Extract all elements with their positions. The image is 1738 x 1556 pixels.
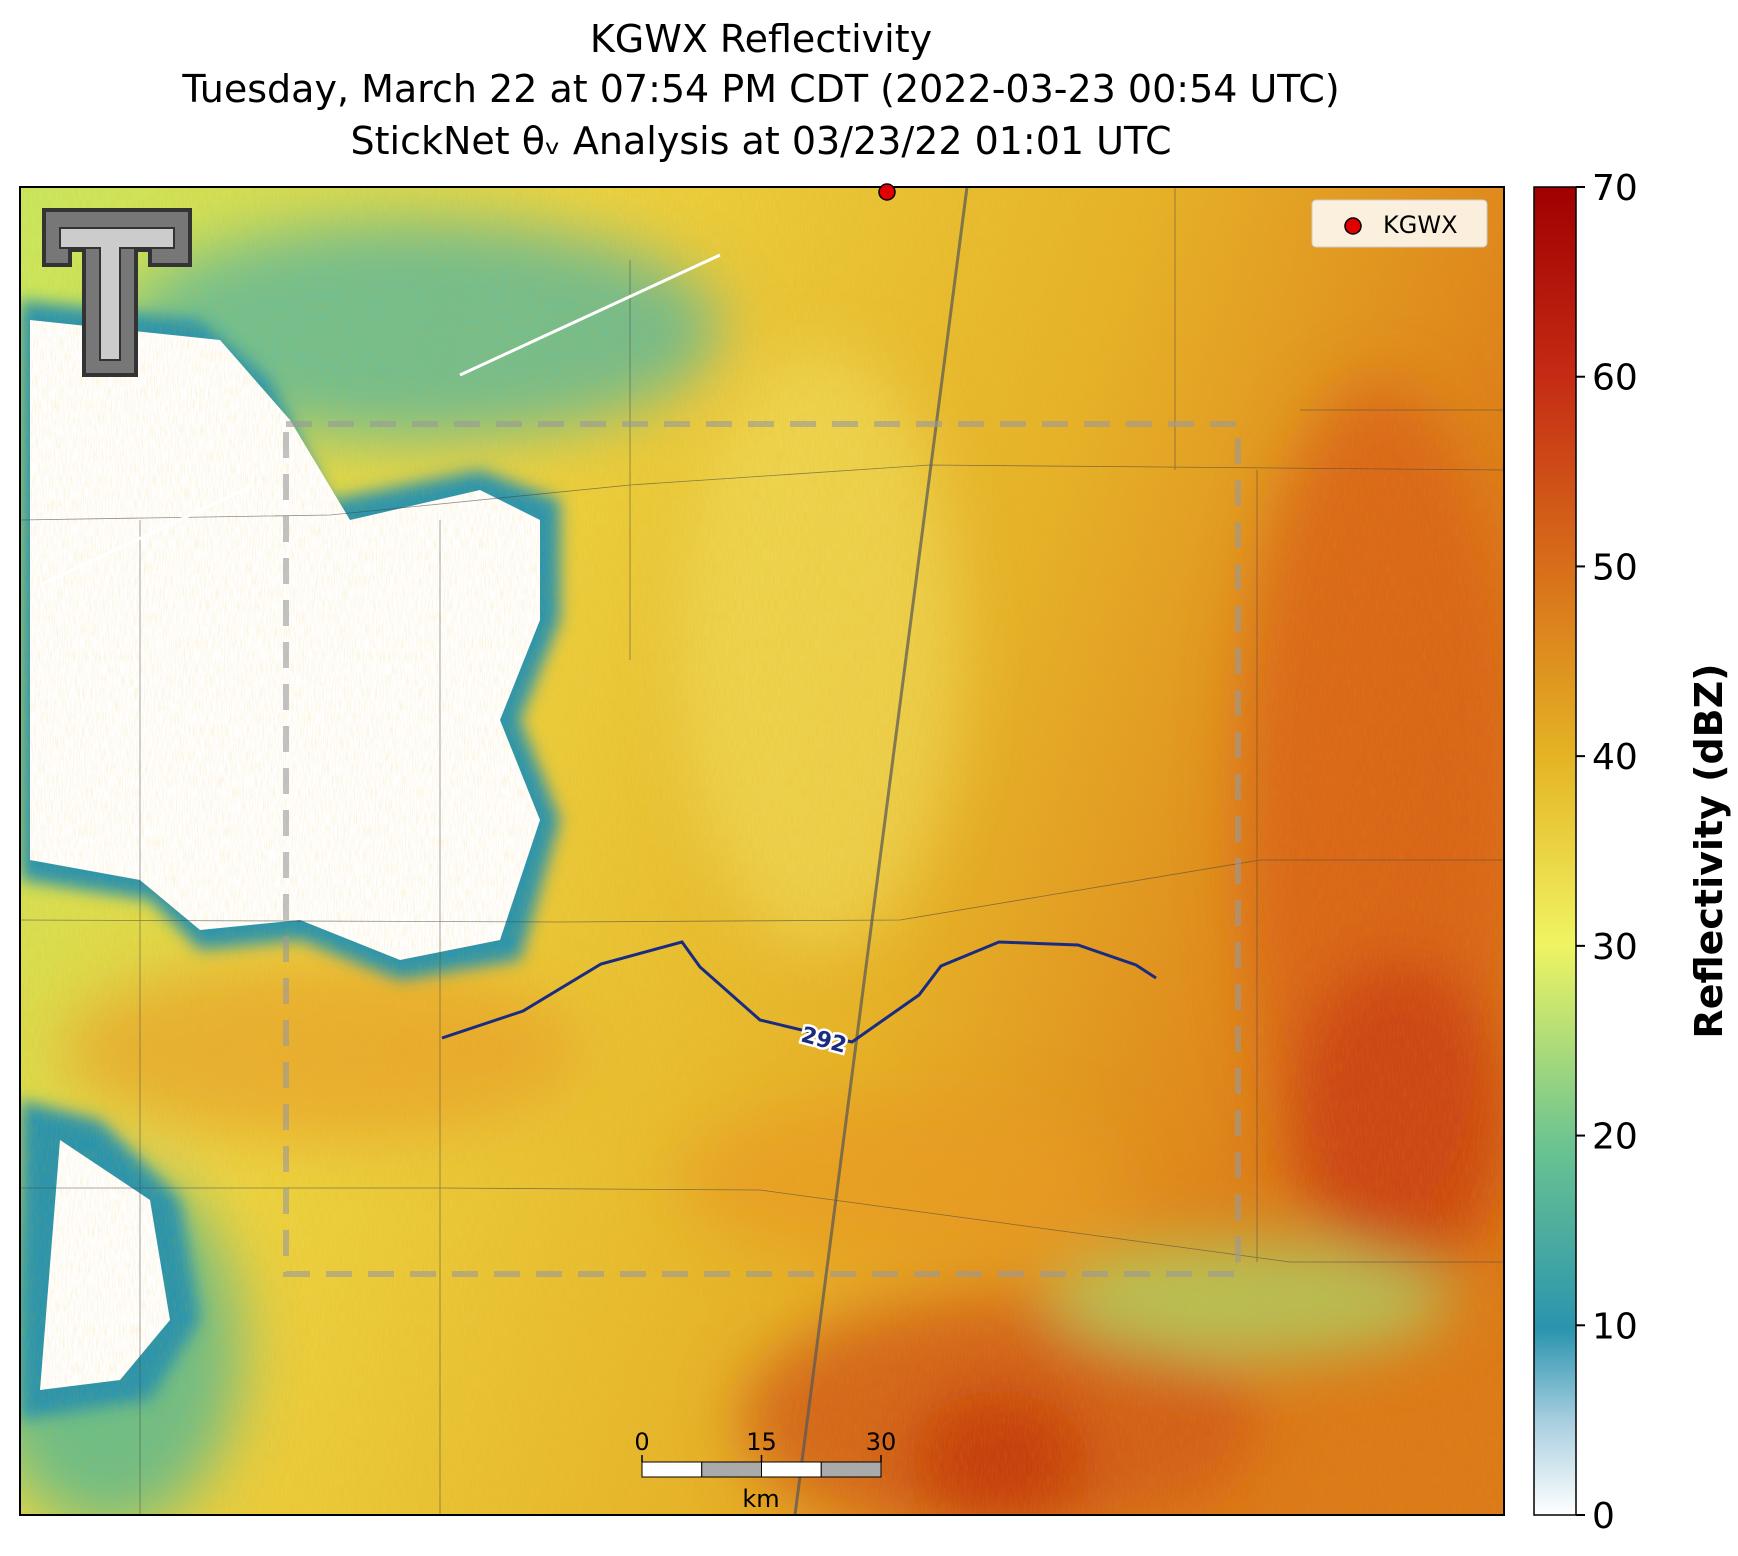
colorbar-tick-label: 10 [1592,1306,1638,1347]
colorbar [1533,186,1577,1516]
title-line: StickNet θᵥ Analysis at 03/23/22 01:01 U… [350,119,1171,163]
scale-segment [820,1461,882,1478]
colorbar-tick-label: 0 [1592,1496,1615,1537]
scale-unit: km [742,1485,779,1513]
colorbar-tick-label: 70 [1592,168,1638,209]
scale-tick-label: 15 [746,1428,777,1456]
colorbar-tick-label: 60 [1592,358,1638,399]
colorbar-tick-label: 20 [1592,1117,1638,1158]
scale-tick-label: 0 [634,1428,649,1456]
scale-segment [701,1461,762,1478]
colorbar-label: Reflectivity (dBZ) [1687,663,1731,1038]
legend-label: KGWX [1383,211,1458,239]
colorbar-tick-label: 50 [1592,547,1638,588]
scale-segment [641,1461,703,1478]
station-marker [878,183,896,201]
title-line: Tuesday, March 22 at 07:54 PM CDT (2022-… [181,67,1339,111]
scale-segment [761,1461,822,1478]
title-line: KGWX Reflectivity [590,17,932,61]
radar-field: 292 [20,187,1504,1515]
logo [42,208,192,377]
scale-tick-label: 30 [866,1428,897,1456]
scale-bar: km 0 15 30 [634,1428,896,1513]
colorbar-tick-label: 40 [1592,737,1638,778]
colorbar-tick-label: 30 [1592,927,1638,968]
legend: KGWX [1311,199,1488,248]
